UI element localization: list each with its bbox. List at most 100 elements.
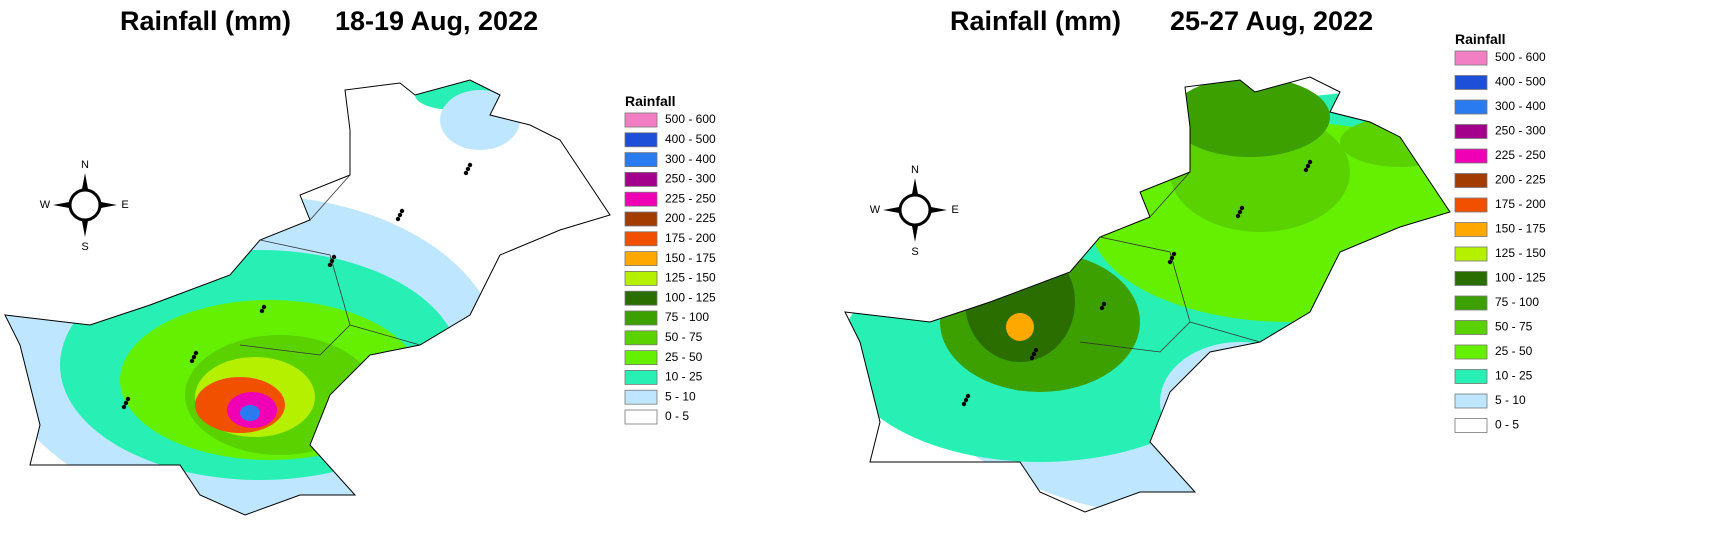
rainfall-zone (1340, 117, 1450, 167)
station-dot (189, 358, 195, 364)
map-panel: Rainfall (mm) 25-27 Aug, 2022 N S E W Rainfall… (844, 6, 1546, 513)
station-dot (1304, 330, 1310, 336)
station-dot (1375, 113, 1381, 119)
rainfall-zone (1006, 313, 1034, 341)
legend-label: 225 - 250 (1495, 148, 1546, 162)
legend-label: 0 - 5 (1495, 418, 1519, 432)
station-dot (1167, 259, 1173, 265)
legend-swatch (624, 310, 658, 326)
station-dot (1100, 138, 1106, 144)
station-dot (1101, 301, 1107, 307)
map-date: 25-27 Aug, 2022 (1170, 6, 1373, 36)
legend-swatch (1454, 295, 1488, 311)
legend-swatch (624, 350, 658, 366)
station-dot (326, 429, 332, 435)
station-dot (535, 116, 541, 122)
compass-w: W (870, 204, 881, 216)
station-dot (1030, 188, 1036, 194)
legend-swatch (1454, 320, 1488, 335)
legend-label: 0 - 5 (665, 409, 689, 423)
legend-label: 75 - 100 (1495, 295, 1539, 309)
station-dot (399, 208, 405, 214)
station-dot (121, 404, 127, 410)
station-dot (1373, 117, 1379, 123)
legend-swatch (1454, 124, 1488, 139)
station-dot (1170, 418, 1176, 424)
station-dot (395, 216, 401, 222)
map-panel: Rainfall (mm) 18-19 Aug, 2022 N S E W Rainfall… (4, 6, 716, 516)
station-dot (897, 109, 903, 115)
compass-e: E (121, 199, 128, 211)
legend-label: 10 - 25 (665, 370, 703, 384)
station-dot (397, 212, 403, 218)
station-dot (1099, 305, 1105, 311)
legend-swatch (1454, 271, 1488, 286)
legend-swatch (1454, 197, 1488, 213)
legend-swatch (624, 231, 658, 247)
legend-swatch (624, 369, 658, 385)
station-dot (1376, 276, 1382, 282)
station-dot (262, 137, 268, 143)
legend-label: 125 - 150 (1495, 246, 1546, 260)
station-dot (536, 279, 542, 285)
station-dot (396, 379, 402, 385)
station-dot (468, 325, 474, 331)
legend-swatch (624, 191, 658, 207)
station-dot (194, 183, 200, 189)
legend-label: 400 - 500 (665, 132, 716, 146)
legend-swatch (624, 270, 658, 286)
station-dot (57, 112, 63, 118)
legend-label: 25 - 50 (665, 350, 703, 364)
station-dot (960, 238, 966, 244)
station-dot (329, 258, 335, 264)
station-dot (120, 241, 126, 247)
station-dot (465, 166, 471, 172)
legend-label: 150 - 175 (1495, 222, 1546, 236)
legend-swatch (624, 132, 658, 148)
legend-swatch (624, 211, 658, 227)
legend-swatch (1454, 75, 1488, 90)
station-dot (330, 421, 336, 427)
country-map (844, 76, 1451, 513)
map-title: Rainfall (mm) (950, 6, 1121, 36)
compass-ring (898, 193, 932, 227)
legend-swatch (1454, 50, 1488, 66)
legend-swatch (1454, 222, 1488, 237)
country-map (4, 79, 611, 516)
compass-w: W (40, 199, 51, 211)
legend-swatch (1454, 369, 1488, 384)
legend-swatch (624, 409, 658, 425)
station-dot (327, 262, 333, 268)
station-dot (965, 393, 971, 399)
rainfall-zone (965, 242, 1075, 362)
station-dot (962, 234, 968, 240)
station-dot (1303, 167, 1309, 173)
station-dot (1168, 422, 1174, 428)
station-dot (125, 396, 131, 402)
legend-label: 225 - 250 (665, 191, 716, 205)
legend-label: 100 - 125 (665, 290, 716, 304)
legend-swatch (1454, 99, 1488, 115)
province-border (1079, 171, 1261, 353)
station-dot (532, 287, 538, 293)
station-dot (1033, 347, 1039, 353)
rainfall-zone (1170, 77, 1330, 157)
station-dot (1031, 351, 1037, 357)
legend-swatch (624, 389, 658, 405)
station-dot (1034, 180, 1040, 186)
station-dot (123, 400, 129, 406)
station-dot (261, 304, 267, 310)
station-dot (259, 308, 265, 314)
legend-label: 500 - 600 (1495, 50, 1546, 64)
legend-swatch (624, 171, 658, 187)
legend-label: 300 - 400 (1495, 99, 1546, 113)
station-dot (464, 333, 470, 339)
station-dot (1169, 255, 1175, 261)
legend-title: Rainfall (625, 93, 676, 109)
station-dot (463, 170, 469, 176)
legend-swatch (624, 290, 658, 306)
legend-swatch (1454, 344, 1488, 360)
station-dot (1237, 209, 1243, 215)
station-dot (533, 120, 539, 126)
